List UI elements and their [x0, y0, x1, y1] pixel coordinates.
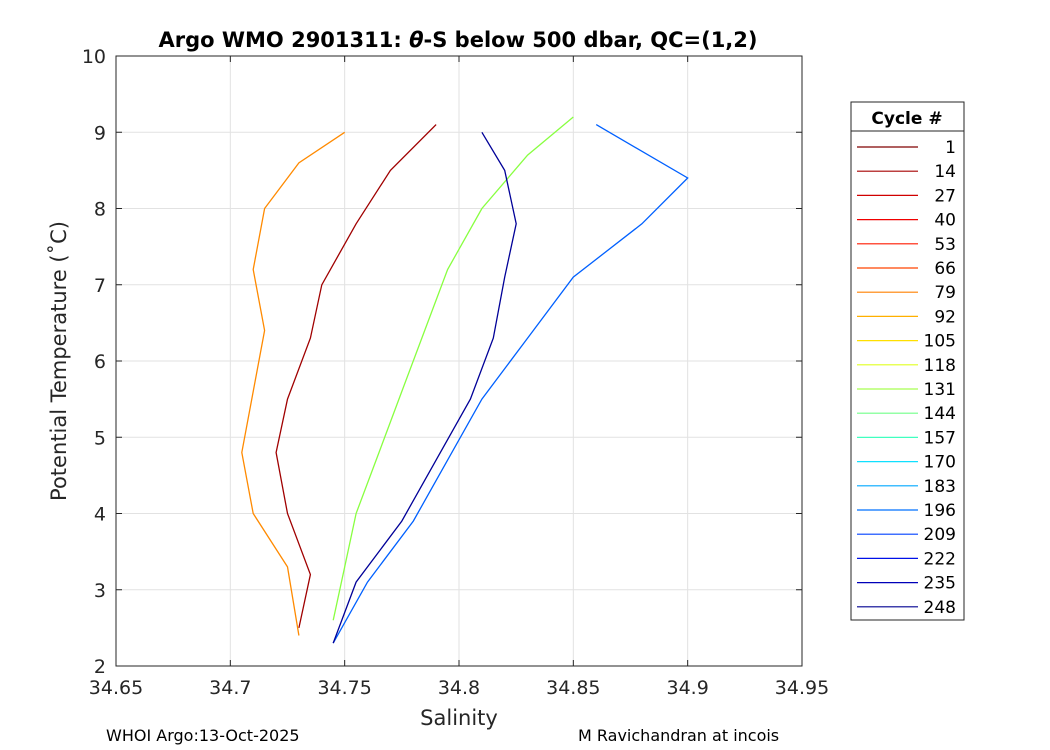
- grid: [116, 56, 802, 666]
- legend-entry-label: 183: [924, 477, 956, 497]
- legend-entry-label: 222: [924, 549, 956, 569]
- legend-entry-label: 170: [924, 453, 956, 473]
- x-tick-label: 34.95: [775, 677, 829, 699]
- legend-entry-label: 131: [924, 380, 956, 400]
- legend-entry-label: 157: [924, 428, 956, 448]
- x-tick-label: 34.9: [667, 677, 709, 699]
- chart-title: Argo WMO 2901311: θ-S below 500 dbar, QC…: [158, 28, 757, 52]
- title-prefix: Argo WMO 2901311:: [158, 28, 409, 52]
- title-theta: θ: [409, 28, 423, 52]
- legend-entry-label: 92: [934, 307, 956, 327]
- legend-entry-label: 1: [945, 138, 956, 158]
- legend-entry-label: 118: [924, 356, 956, 376]
- y-tick-label: 5: [94, 427, 106, 449]
- profile-line-navy: [332, 131, 517, 644]
- x-tick-label: 34.7: [209, 677, 251, 699]
- y-tick-label: 3: [94, 580, 106, 602]
- y-tick-label: 10: [82, 46, 106, 68]
- y-axis-label: Potential Temperature (˚C): [47, 221, 71, 501]
- x-axis: 34.65 34.7 34.75 34.8 34.85 34.9 34.95: [89, 56, 829, 699]
- profile-line-green: [332, 116, 574, 621]
- y-tick-label: 6: [94, 351, 106, 373]
- y-tick-label: 8: [94, 199, 106, 221]
- profile-line-blue: [332, 124, 689, 644]
- x-tick-label: 34.65: [89, 677, 143, 699]
- legend-entry-label: 196: [924, 501, 956, 521]
- legend-entry-label: 40: [934, 211, 956, 231]
- y-tick-label: 4: [94, 504, 106, 526]
- legend-entry-label: 248: [924, 598, 956, 618]
- x-tick-label: 34.8: [438, 677, 480, 699]
- legend-title: Cycle #: [871, 109, 942, 129]
- x-tick-label: 34.85: [546, 677, 600, 699]
- legend-entry-label: 209: [924, 525, 956, 545]
- legend-entry-label: 105: [924, 332, 956, 352]
- legend-entry-label: 27: [934, 186, 956, 206]
- y-axis: 2 3 4 5 6 7 8 9 10: [82, 46, 802, 678]
- legend-entry-label: 14: [934, 162, 956, 182]
- footer-source: WHOI Argo:13-Oct-2025: [106, 726, 300, 745]
- data-lines: [241, 116, 689, 644]
- profile-line-dark-red: [275, 124, 437, 629]
- x-tick-label: 34.75: [317, 677, 371, 699]
- legend-entry-label: 79: [934, 283, 956, 303]
- title-suffix: -S below 500 dbar, QC=(1,2): [424, 28, 758, 52]
- legend: Cycle # 1 14 27 40 53 66 79 92 105 118 131 144 157 17…: [850, 101, 965, 621]
- footer-author: M Ravichandran at incois: [578, 726, 780, 745]
- profile-line-orange: [241, 131, 346, 636]
- legend-entry-label: 53: [934, 235, 956, 255]
- y-tick-label: 7: [94, 275, 106, 297]
- legend-entry-label: 66: [934, 259, 956, 279]
- y-tick-label: 2: [94, 656, 106, 678]
- y-tick-label: 9: [94, 122, 106, 144]
- x-axis-label: Salinity: [420, 706, 498, 730]
- legend-entry-label: 235: [924, 574, 956, 594]
- legend-entry-label: 144: [924, 404, 956, 424]
